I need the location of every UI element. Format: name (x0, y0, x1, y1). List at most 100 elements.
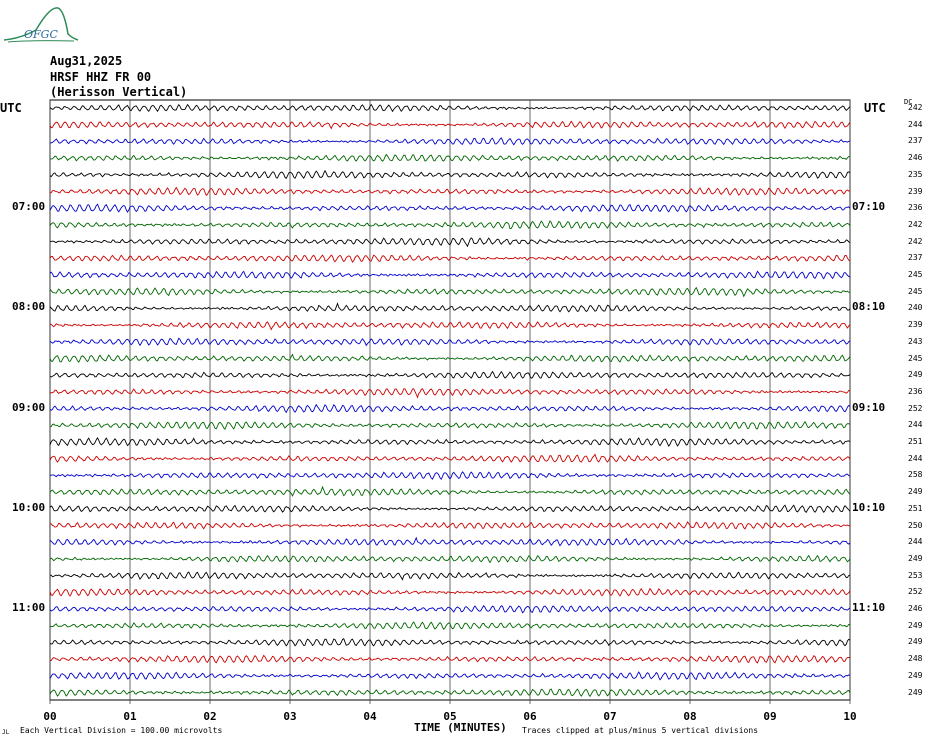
hour-label-right: 07:10 (852, 200, 886, 214)
trace-line (49, 554, 851, 564)
trace-line (49, 153, 851, 162)
dc-value: 242 (908, 103, 923, 112)
trace-line (49, 120, 851, 130)
trace-line (49, 353, 851, 364)
logo-text: OFGC (24, 28, 58, 41)
trace-line (49, 471, 851, 481)
hour-label-right: 11:10 (852, 601, 886, 614)
dc-value: 249 (908, 637, 923, 647)
dc-value: 244 (908, 453, 923, 463)
trace-line (49, 270, 851, 280)
hour-label-left: 07:00 (12, 200, 46, 214)
hour-label-left: 08:00 (12, 300, 46, 314)
hour-label-left: 09:00 (12, 400, 46, 414)
trace-line (49, 337, 851, 347)
x-tick-label: 10 (843, 710, 857, 723)
trace-line (49, 388, 851, 399)
trace-line (49, 254, 851, 263)
ofgc-logo: OFGC (2, 4, 80, 44)
trace-line (49, 671, 851, 681)
vertical-division-note: Each Vertical Division = 100.00 microvol… (20, 726, 223, 735)
dc-header-label: DC (904, 98, 913, 106)
dc-value: 245 (908, 270, 923, 279)
utc-left-label: UTC (0, 101, 22, 115)
trace-line (49, 688, 851, 698)
dc-value: 258 (908, 470, 923, 480)
x-tick-label: 09 (763, 710, 777, 723)
dc-value: 235 (908, 169, 923, 179)
dc-value: 243 (908, 336, 923, 346)
trace-line (49, 453, 851, 463)
dc-value: 252 (908, 403, 923, 413)
trace-line (49, 485, 851, 497)
dc-value: 240 (908, 303, 923, 313)
trace-line (49, 604, 851, 614)
dc-value: 253 (908, 570, 923, 580)
x-tick-label: 01 (123, 710, 137, 723)
dc-value: 249 (908, 687, 923, 697)
trace-line (49, 654, 851, 664)
dc-value: 251 (908, 437, 923, 446)
trace-line (49, 103, 851, 113)
hour-label-right: 09:10 (852, 400, 886, 414)
corner-mark: JL (2, 729, 10, 736)
logo-mountain-icon (3, 7, 79, 43)
x-tick-label: 03 (283, 710, 297, 723)
dc-value: 239 (908, 320, 923, 330)
trace-line (49, 436, 851, 448)
trace-line (49, 203, 851, 213)
dc-value: 239 (908, 186, 923, 196)
dc-value: 249 (908, 553, 923, 563)
x-tick-label: 05 (443, 710, 457, 723)
dc-value: 250 (908, 520, 923, 530)
x-tick-label: 06 (523, 710, 537, 723)
dc-value: 246 (908, 153, 923, 163)
hour-label-left: 11:00 (12, 601, 46, 614)
dc-value: 245 (908, 286, 923, 296)
trace-line (49, 286, 851, 298)
dc-value: 242 (908, 236, 923, 246)
trace-line (49, 587, 851, 597)
x-tick-label: 02 (203, 710, 217, 723)
trace-line (49, 521, 851, 530)
trace-line (49, 220, 851, 230)
trace-line (49, 137, 851, 146)
dc-value: 236 (908, 203, 923, 213)
trace-line (49, 637, 851, 647)
dc-value: 249 (908, 670, 923, 680)
trace-line (49, 403, 851, 414)
x-tick-label: 07 (603, 710, 617, 723)
trace-line (49, 321, 851, 331)
trace-line (49, 504, 851, 514)
hour-label-right: 10:10 (852, 500, 886, 514)
hour-label-left: 10:00 (12, 500, 46, 514)
dc-value: 244 (908, 537, 923, 547)
clip-note: Traces clipped at plus/minus 5 vertical … (522, 726, 759, 735)
utc-right-label: UTC (864, 101, 886, 115)
trace-line (49, 370, 851, 380)
x-tick-label: 00 (43, 710, 57, 723)
chart-station: (Herisson Vertical) (50, 85, 188, 99)
trace-line (49, 186, 851, 196)
x-tick-label: 08 (683, 710, 697, 723)
dc-value: 237 (908, 253, 923, 263)
dc-value: 244 (908, 420, 923, 430)
dc-value: 249 (908, 487, 923, 497)
trace-line (49, 536, 851, 547)
trace-line (50, 571, 851, 581)
x-axis-label: TIME (MINUTES) (414, 721, 507, 734)
trace-line (49, 237, 851, 248)
dc-value: 248 (908, 654, 923, 664)
trace-line (49, 420, 851, 431)
dc-value: 245 (908, 353, 923, 363)
chart-date: Aug31,2025 (50, 54, 123, 68)
dc-value: 236 (908, 386, 923, 396)
hour-label-right: 08:10 (852, 300, 886, 314)
x-tick-label: 04 (363, 710, 377, 723)
dc-value: 251 (908, 503, 923, 513)
dc-value: 246 (908, 604, 923, 613)
dc-value: 244 (908, 119, 923, 129)
dc-value: 249 (908, 620, 923, 630)
dc-value: 249 (908, 370, 923, 380)
